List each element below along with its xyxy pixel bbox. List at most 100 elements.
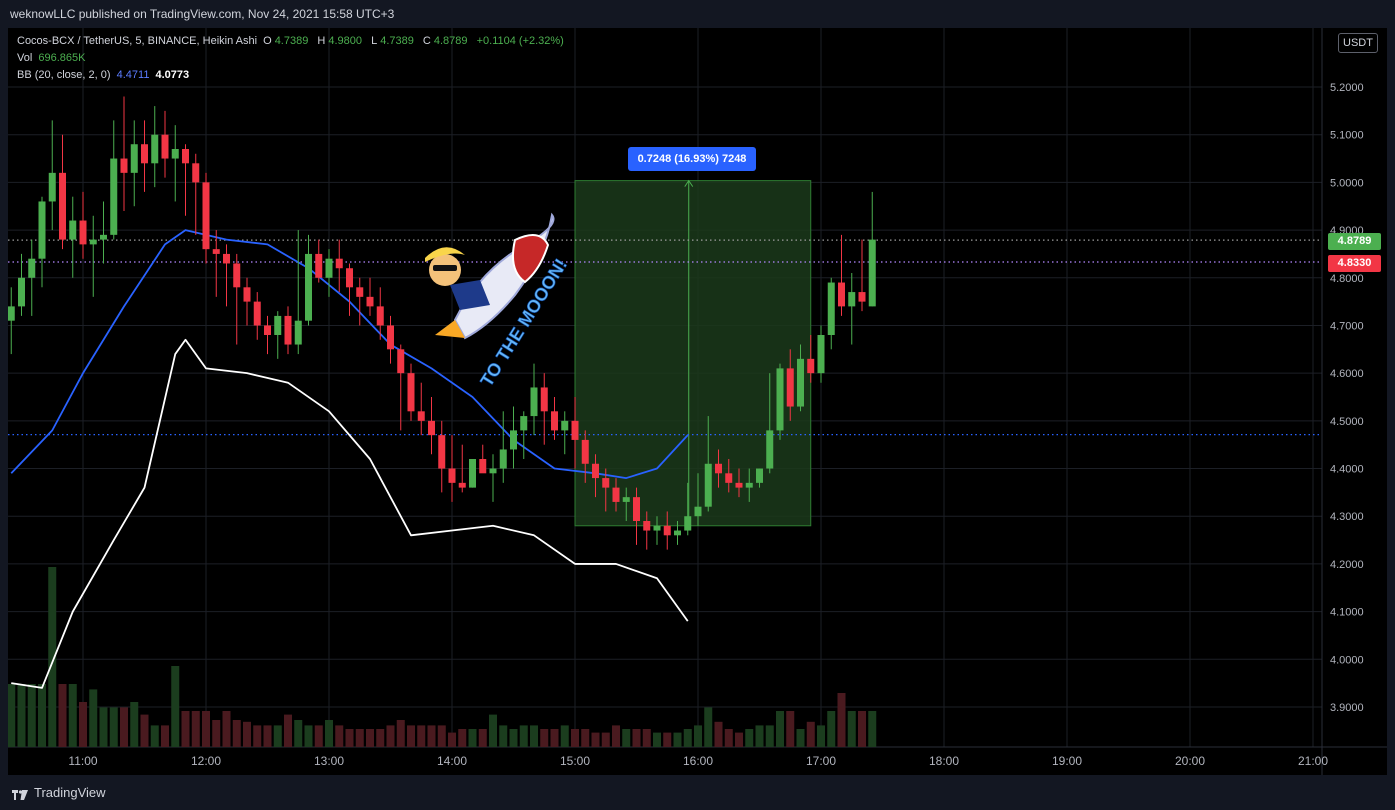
candle-body — [704, 463, 712, 507]
volume-bar — [232, 720, 241, 747]
legend-h-label: H — [317, 35, 326, 47]
volume-bar — [48, 567, 57, 747]
candle-body — [253, 301, 261, 326]
volume-bar — [591, 732, 600, 747]
candle-body — [786, 368, 794, 407]
price-chart[interactable]: 5.20005.10005.00004.90004.80004.70004.60… — [8, 28, 1387, 775]
volume-bar — [181, 711, 190, 747]
volume-bar — [140, 714, 149, 747]
candle-body — [130, 144, 138, 173]
volume-bar — [519, 725, 528, 747]
volume-bar — [396, 720, 405, 747]
volume-bar — [581, 729, 590, 747]
candle-body — [315, 253, 323, 278]
volume-bar — [212, 720, 221, 747]
candle-body — [838, 282, 845, 307]
volume-bar — [827, 711, 836, 747]
rocket-body — [453, 212, 555, 340]
candle-body — [745, 482, 753, 488]
legend-bb: BB (20, close, 2, 0) 4.4711 4.0773 — [17, 69, 192, 81]
volume-bar — [571, 729, 579, 747]
candle-body — [458, 482, 466, 488]
candle-body — [653, 525, 661, 531]
candle-body — [827, 282, 835, 335]
candle-body — [366, 296, 374, 307]
candle-body — [161, 134, 169, 159]
volume-bar — [8, 684, 16, 747]
legend-change: +0.1104 (+2.32%) — [476, 35, 564, 47]
legend-l-label: L — [371, 35, 378, 47]
legend-bb-lower: 4.0773 — [155, 69, 190, 81]
volume-bar — [427, 725, 436, 747]
candle-body — [387, 325, 394, 350]
volume-bar — [386, 725, 395, 747]
candle-body — [817, 335, 825, 374]
volume-bar — [458, 729, 467, 747]
volume-bar — [68, 684, 77, 747]
line-price-tag: 4.8330 — [1328, 255, 1381, 272]
candle-body — [284, 315, 292, 345]
tradingview-brand[interactable]: TradingView — [12, 785, 106, 800]
volume-bar — [796, 729, 805, 747]
candle-body — [868, 239, 876, 307]
candle-body — [356, 287, 364, 297]
candle-body — [69, 220, 77, 240]
volume-bar — [858, 711, 866, 747]
volume-bar — [622, 729, 631, 747]
volume-bar — [714, 721, 723, 747]
candle-body — [448, 468, 456, 483]
volume-bar — [755, 725, 764, 747]
candle-body — [223, 253, 230, 264]
candle-body — [858, 292, 866, 302]
time-tick-label: 16:00 — [683, 754, 713, 768]
tradingview-brand-label: TradingView — [34, 785, 106, 800]
rocket-flame — [435, 320, 465, 338]
volume-bar — [263, 725, 272, 747]
volume-bar — [38, 684, 46, 747]
price-tick-label: 4.0000 — [1330, 654, 1364, 666]
candle-body — [59, 172, 66, 240]
candle-body — [561, 420, 569, 431]
candle-body — [622, 497, 630, 502]
volume-bar — [273, 725, 282, 747]
candle-body — [141, 144, 148, 164]
legend-symbol: Cocos-BCX / TetherUS, 5, BINANCE, Heikin… — [17, 35, 258, 47]
candle-body — [28, 258, 36, 278]
price-tick-label: 5.1000 — [1330, 130, 1364, 142]
price-tick-label: 4.7000 — [1330, 320, 1364, 332]
candle-body — [294, 320, 302, 345]
volume-bar — [58, 684, 67, 747]
candle-body — [807, 358, 815, 374]
candle-body — [602, 478, 610, 488]
volume-bar — [448, 732, 456, 747]
candle-body — [438, 435, 446, 469]
candle-body — [100, 234, 107, 240]
volume-bar — [437, 725, 446, 747]
legend-bb-basis: 4.4711 — [116, 69, 150, 81]
candle-body — [376, 306, 384, 326]
legend-l-value: 4.7389 — [380, 35, 414, 47]
candle-body — [540, 387, 548, 412]
candle-body — [407, 373, 415, 412]
rocket-pilot-sunglasses — [433, 265, 457, 271]
volume-bar — [653, 732, 661, 747]
volume-bar — [17, 684, 26, 747]
price-tick-label: 4.2000 — [1330, 559, 1364, 571]
volume-bar — [284, 714, 292, 747]
candle-body — [571, 420, 579, 440]
candle-body — [551, 411, 558, 431]
volume-bar — [837, 693, 846, 747]
volume-bar — [509, 729, 518, 747]
candle-body — [192, 163, 200, 183]
legend-h-value: 4.9800 — [328, 35, 363, 47]
price-tick-label: 3.9000 — [1330, 702, 1364, 714]
currency-unit-button[interactable]: USDT — [1338, 33, 1378, 53]
last-price-tag: 4.8789 — [1328, 233, 1381, 250]
volume-bar — [417, 725, 426, 747]
candle-body — [633, 497, 640, 521]
chart-frame[interactable]: 5.2000 5.1000 5.0000 4.9000 4.8000 4.7000 4.60… — [8, 28, 1387, 775]
volume-bar — [27, 684, 36, 747]
candle-body — [182, 149, 189, 164]
volume-bar — [612, 725, 620, 747]
candle-body — [417, 411, 425, 421]
